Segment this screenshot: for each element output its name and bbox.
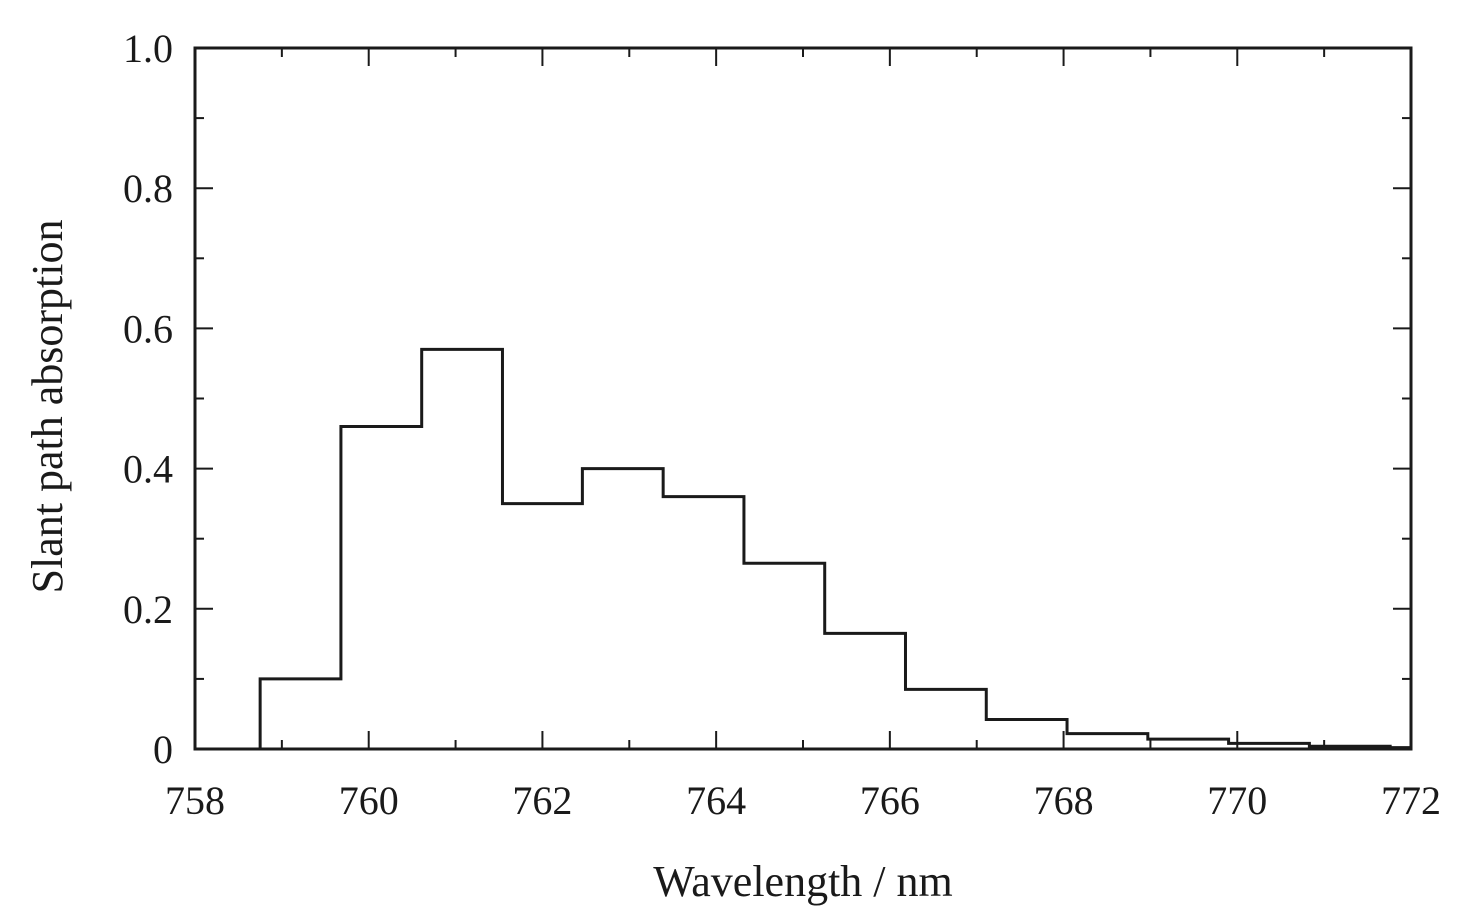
tick-labels-layer: 758 760 762 764 766 768 770 772 0 0.2 0.4 0.6 0.8 1.0 bbox=[123, 26, 1441, 823]
x-tick-label: 758 bbox=[165, 778, 225, 823]
x-tick-label: 760 bbox=[339, 778, 399, 823]
x-tick-label: 770 bbox=[1207, 778, 1267, 823]
y-tick-label: 0.4 bbox=[123, 447, 173, 492]
x-axis-title: Wavelength / nm bbox=[653, 857, 953, 906]
x-tick-label: 764 bbox=[686, 778, 746, 823]
y-tick-label: 0.2 bbox=[123, 587, 173, 632]
x-tick-label: 766 bbox=[860, 778, 920, 823]
y-tick-label: 0 bbox=[153, 727, 173, 772]
y-axis-title: Slant path absorption bbox=[23, 220, 72, 594]
y-tick-label: 0.6 bbox=[123, 306, 173, 351]
x-tick-label: 762 bbox=[512, 778, 572, 823]
series-layer bbox=[195, 347, 1411, 751]
x-tick-label: 768 bbox=[1034, 778, 1094, 823]
y-tick-label: 1.0 bbox=[123, 26, 173, 71]
x-tick-label: 772 bbox=[1381, 778, 1441, 823]
step-series-line bbox=[195, 347, 1411, 751]
plot-frame bbox=[193, 46, 1413, 751]
y-tick-label: 0.8 bbox=[123, 166, 173, 211]
ticks-layer bbox=[194, 47, 1412, 750]
